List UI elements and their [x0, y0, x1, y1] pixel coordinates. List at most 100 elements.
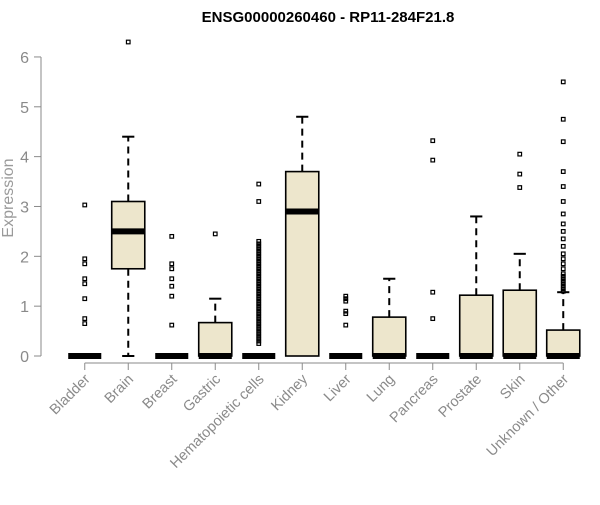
outlier-point	[256, 311, 262, 317]
outlier-point	[560, 236, 566, 242]
x-tick-label: Gastric	[180, 372, 224, 416]
box-bladder	[68, 202, 102, 359]
outlier-point	[82, 316, 88, 322]
y-tick-label: 1	[20, 299, 29, 316]
outlier-point	[256, 336, 262, 341]
outlier-point	[256, 281, 262, 287]
outlier-point	[560, 271, 566, 277]
outlier-point	[256, 181, 262, 187]
outlier-point	[256, 256, 262, 262]
outlier-point	[560, 261, 566, 267]
outlier-point	[256, 268, 262, 274]
outlier-point	[560, 79, 566, 85]
outlier-point	[560, 281, 566, 287]
y-axis: 0 1 2 3 4 5 6	[20, 50, 42, 366]
box-iqr	[502, 289, 538, 357]
outlier-point	[256, 263, 262, 269]
box-iqr	[284, 170, 320, 357]
outlier-point	[256, 296, 262, 302]
outlier-point	[256, 328, 262, 334]
box-iqr	[197, 321, 233, 357]
outlier-point	[256, 288, 262, 294]
outlier-point	[256, 333, 262, 339]
outlier-point	[560, 276, 566, 282]
outlier-point	[256, 338, 262, 344]
outlier-point	[256, 273, 262, 279]
outlier-point	[560, 283, 566, 289]
outlier-point	[560, 199, 566, 204]
y-tick-label: 3	[20, 199, 29, 216]
outlier-point	[256, 199, 262, 204]
outlier-point	[256, 301, 262, 307]
outlier-point	[343, 298, 349, 304]
outlier-point	[256, 251, 262, 257]
outlier-point	[560, 286, 566, 292]
box-pancreas	[416, 138, 450, 359]
outlier-point	[256, 313, 262, 319]
y-tick-label: 4	[20, 150, 29, 167]
outlier-point	[256, 303, 262, 309]
outlier-point	[256, 248, 262, 254]
outlier-point	[560, 184, 566, 189]
outlier-point	[256, 306, 262, 312]
box-kidney	[284, 115, 320, 357]
x-tick-label: Lung	[364, 372, 398, 406]
box-skin	[502, 151, 538, 359]
outlier-point	[343, 322, 349, 328]
outlier-point	[560, 139, 566, 145]
outlier-point	[82, 261, 88, 267]
outlier-point	[256, 238, 262, 244]
outlier-point	[560, 288, 566, 294]
box-iqr	[545, 329, 581, 357]
outlier-point	[256, 316, 262, 322]
x-tick-label: Prostate	[436, 372, 485, 421]
outlier-point	[517, 171, 523, 177]
outlier-point	[560, 256, 566, 262]
outlier-point	[430, 138, 436, 144]
outlier-point	[82, 256, 88, 262]
outlier-point	[169, 233, 175, 239]
outlier-point	[256, 323, 262, 329]
outlier-point	[256, 258, 262, 264]
outlier-point	[430, 316, 436, 322]
outlier-point	[256, 321, 262, 327]
outlier-point	[343, 296, 349, 302]
outlier-point	[82, 321, 88, 327]
y-tick-label: 5	[20, 100, 29, 117]
box-liver	[329, 293, 363, 359]
outlier-point	[256, 243, 262, 249]
outlier-point	[256, 283, 262, 289]
outlier-point	[169, 276, 175, 282]
box-iqr	[371, 316, 407, 357]
outlier-point	[560, 116, 566, 122]
boxes-group	[68, 39, 581, 359]
outlier-point	[560, 169, 566, 174]
outlier-point	[256, 293, 262, 299]
outlier-point	[517, 151, 523, 157]
outlier-point	[256, 266, 262, 272]
outlier-point	[256, 271, 262, 277]
outlier-point	[560, 228, 566, 234]
outlier-point	[256, 291, 262, 297]
outlier-point	[343, 293, 349, 299]
outlier-point	[256, 241, 262, 247]
outlier-point	[256, 276, 262, 282]
chart-title: ENSG00000260460 - RP11-284F21.8	[202, 9, 455, 26]
box-iqr	[458, 294, 494, 357]
outlier-point	[169, 266, 175, 272]
outlier-point	[169, 322, 175, 328]
box-gastric	[197, 231, 233, 359]
x-tick-label: Skin	[497, 372, 528, 403]
outlier-point	[256, 261, 262, 267]
outlier-point	[169, 283, 175, 289]
outlier-point	[256, 253, 262, 259]
x-tick-label: Unknown / Other	[484, 371, 572, 459]
x-tick-label: Pancreas	[387, 372, 442, 427]
outlier-point	[212, 231, 218, 237]
x-tick-label: Liver	[321, 371, 355, 405]
outlier-point	[82, 202, 88, 208]
box-prostate	[458, 215, 494, 359]
